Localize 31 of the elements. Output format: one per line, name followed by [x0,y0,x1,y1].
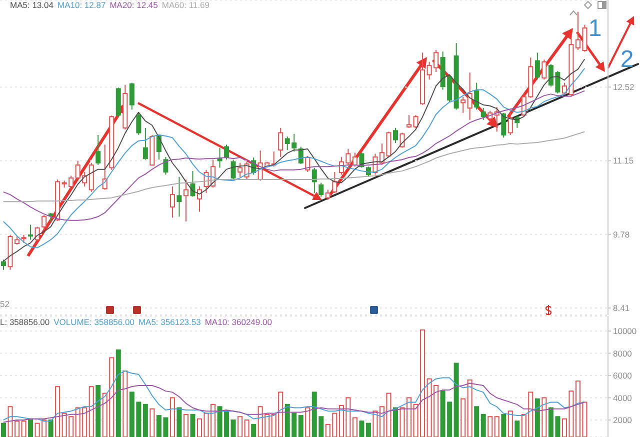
line-series [2,382,586,423]
candlestick [170,186,175,218]
y-tick-label: 8000 [613,348,632,358]
candlestick [156,136,162,160]
candlestick [176,176,182,218]
y-tick-label: 6000 [613,370,632,381]
text: MA5: 13.04 [10,0,54,10]
y-tick-label: 2000 [613,415,632,425]
y-tick-label: 11.15 [613,156,634,166]
line-series [2,370,586,422]
text: MA20: 12.45 [110,0,158,10]
text: 2 [620,46,634,73]
y-tick-label: 8.41 [613,303,630,314]
text: MA5: 356123.53 [138,317,201,327]
candlestick [420,52,426,106]
annotation: 52 [0,299,10,309]
candlestick [278,127,284,158]
annotation: L: 358856.00 [0,317,50,327]
y-tick-label: 9.78 [613,229,630,240]
candlestick [183,179,188,222]
text: MA10: 360249.00 [204,317,272,327]
text: MA10: 12.87 [57,0,106,10]
line-series [2,90,586,221]
annotation: VOLUME: 358856.00 [54,317,134,327]
candlestick [467,72,472,120]
y-tick-label: 4000 [613,392,632,403]
text: MA60: 11.69 [162,0,210,10]
y-tick-label: 10000 [613,326,637,336]
line-series [2,131,586,202]
y-tick-label: 12.52 [613,82,635,92]
text: 1 [588,15,602,42]
